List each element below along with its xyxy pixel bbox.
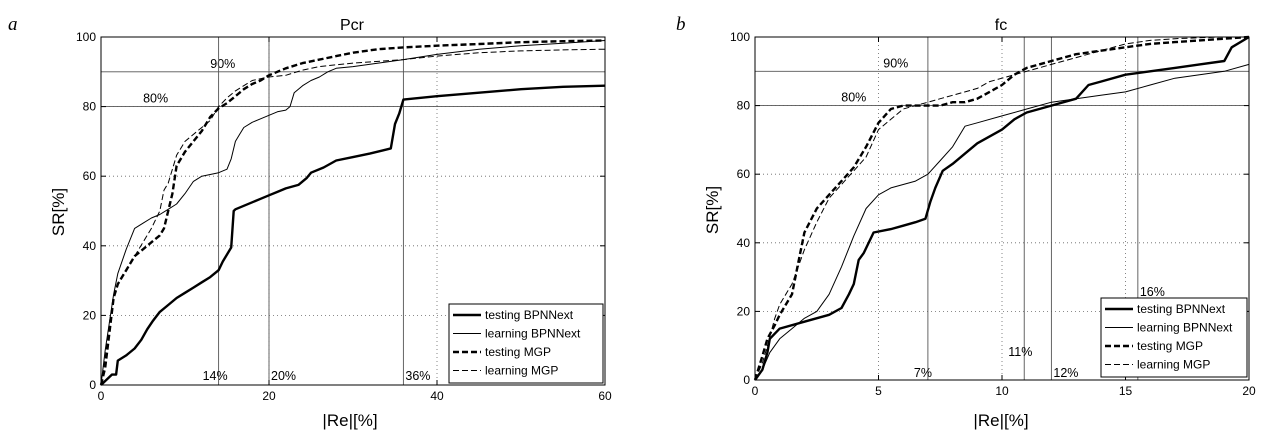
legend-a: testing BPNNext learning BPNNext testing M…	[448, 303, 604, 384]
reference-vline-label: 7%	[914, 366, 932, 380]
plot-frame-a	[100, 36, 606, 386]
legend-label: learning BPNNext	[1137, 321, 1233, 335]
reference-vline-label: 11%	[1008, 345, 1032, 359]
reference-hline-label: 90%	[210, 57, 235, 71]
series-line-learning-mgp	[754, 36, 1249, 381]
y-tick-label: 40	[737, 236, 751, 250]
x-tick-label: 5	[875, 384, 882, 398]
x-tick-label: 15	[1119, 384, 1133, 398]
legend-label: testing MGP	[1137, 339, 1203, 353]
y-tick-label: 80	[83, 100, 97, 114]
series-line-testing-bpnnext	[754, 35, 1250, 381]
reference-vline-label: 36%	[405, 369, 430, 383]
reference-vline-label: 20%	[271, 369, 296, 383]
series-line-learning-mgp	[100, 48, 606, 386]
y-axis-label-b: SR[%]	[703, 186, 722, 234]
reference-hline-label: 80%	[143, 92, 168, 106]
y-tick-label: 40	[83, 239, 97, 253]
ticks-b: 0 5 10 15 20 0 20 40 60 80 100	[730, 30, 1256, 398]
legend-label: testing MGP	[485, 345, 551, 359]
reference-vline-label: 16%	[1140, 285, 1165, 299]
y-tick-label: 20	[83, 308, 97, 322]
chart-title-a: Pcr	[340, 17, 365, 34]
legend-box	[448, 303, 604, 384]
plot-frame-b	[754, 36, 1250, 381]
legend-label: testing BPNNext	[485, 308, 574, 322]
x-tick-label: 20	[262, 389, 276, 403]
panel-letter-a: a	[8, 14, 18, 35]
series-a	[99, 39, 606, 386]
legend-label: learning MGP	[485, 364, 558, 378]
x-axis-label-a: |Re|[%]	[322, 411, 377, 430]
x-tick-label: 0	[98, 389, 105, 403]
y-tick-label: 100	[730, 30, 750, 44]
legend-label: learning MGP	[1137, 358, 1210, 372]
reference-lines-b: 90% 80% 7% 11% 12% 16%	[755, 37, 1249, 380]
legend-b: testing BPNNext learning BPNNext testing M…	[1100, 297, 1248, 378]
reference-vline-label: 14%	[203, 369, 228, 383]
y-tick-label: 100	[76, 30, 96, 44]
series-line-learning-bpnnext	[100, 40, 606, 386]
y-tick-label: 0	[89, 378, 96, 392]
series-line-testing-bpnnext	[100, 84, 606, 386]
y-tick-label: 0	[743, 373, 750, 387]
reference-vline-label: 12%	[1053, 366, 1078, 380]
y-tick-label: 60	[737, 167, 751, 181]
legend-label: testing BPNNext	[1137, 302, 1226, 316]
x-axis-label-b: |Re|[%]	[973, 411, 1028, 430]
series-b	[753, 35, 1250, 381]
x-tick-label: 60	[598, 389, 612, 403]
x-tick-label: 20	[1242, 384, 1256, 398]
y-tick-label: 80	[737, 99, 751, 113]
reference-hline-label: 80%	[841, 91, 866, 105]
x-tick-label: 40	[430, 389, 444, 403]
panel-letter-b: b	[676, 14, 686, 35]
legend-label: learning BPNNext	[485, 327, 581, 341]
panel-a: a Pcr |Re|[%] SR[%] 90% 80% 14% 20% 36% 0 20 4…	[8, 14, 612, 430]
y-tick-label: 60	[83, 169, 97, 183]
legend-box	[1100, 297, 1248, 378]
x-tick-label: 10	[995, 384, 1009, 398]
chart-title-b: fc	[995, 17, 1007, 34]
reference-lines-a: 90% 80% 14% 20% 36%	[101, 37, 605, 385]
series-line-learning-bpnnext	[754, 63, 1250, 381]
y-axis-label-a: SR[%]	[49, 188, 68, 236]
panel-b: b fc |Re|[%] SR[%] 90% 80% 7% 11% 12% 16% 0 5 1…	[676, 14, 1256, 430]
reference-hline-label: 90%	[883, 56, 908, 70]
y-tick-label: 20	[737, 304, 751, 318]
x-tick-label: 0	[752, 384, 759, 398]
